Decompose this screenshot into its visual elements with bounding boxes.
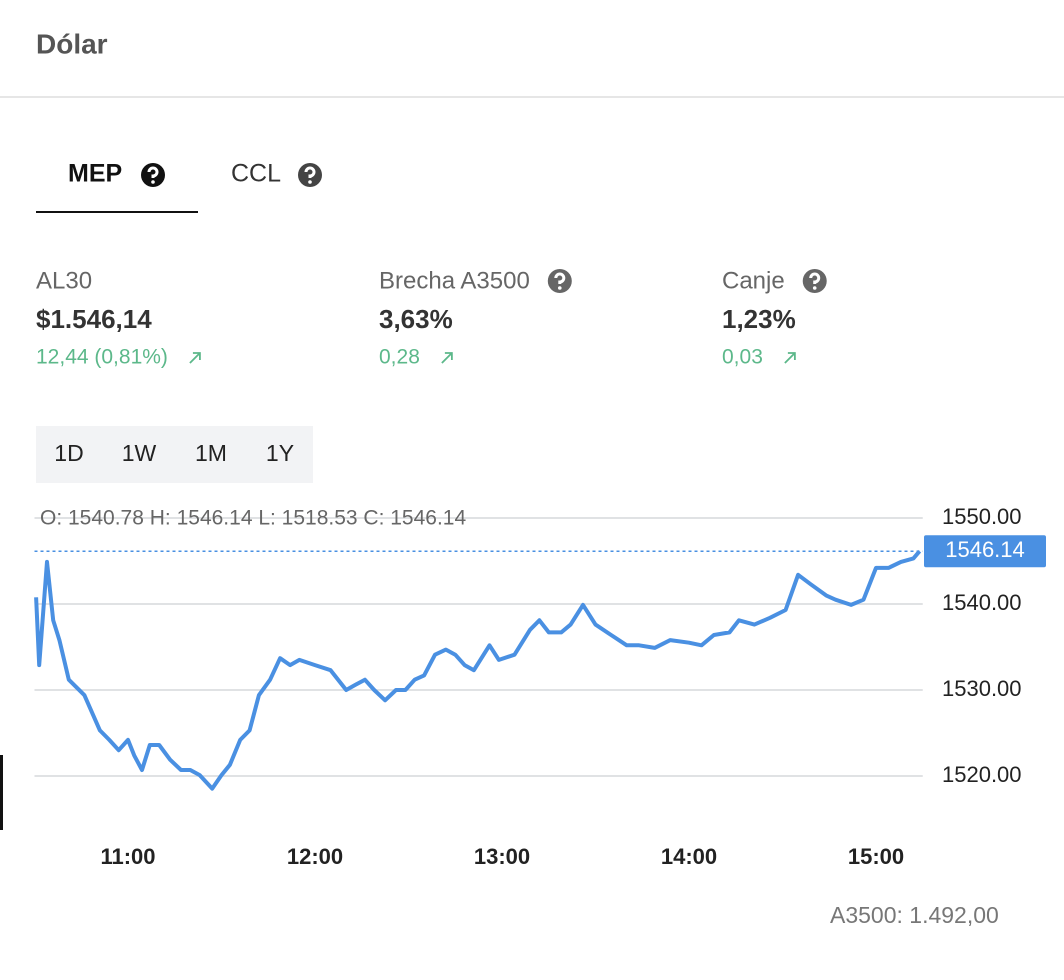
stat-change: 0,28 <box>379 346 420 369</box>
help-dot <box>151 180 155 184</box>
range-button[interactable]: 1W <box>122 440 157 466</box>
help-glyph <box>304 166 316 178</box>
stat-value: 1,23% <box>722 304 796 334</box>
x-tick-label: 13:00 <box>474 844 530 869</box>
range-button[interactable]: 1M <box>195 440 227 466</box>
x-tick-label: 14:00 <box>661 844 717 869</box>
stat-value: 3,63% <box>379 304 453 334</box>
stat-change: 12,44 (0,81%) <box>36 346 168 369</box>
range-button[interactable]: 1D <box>54 440 83 466</box>
help-glyph <box>809 272 821 284</box>
last-price-badge <box>924 535 1046 568</box>
tab[interactable]: MEP <box>68 160 122 188</box>
tab[interactable]: CCL <box>231 160 281 188</box>
y-tick-label: 1550.00 <box>942 504 1022 529</box>
help-dot <box>557 286 562 290</box>
range-bar <box>36 426 313 483</box>
y-tick-label: 1540.00 <box>942 590 1022 615</box>
header-title: Dólar <box>36 28 108 59</box>
help-glyph <box>147 166 159 178</box>
trend-arrow <box>784 352 796 364</box>
trend-arrow <box>189 352 201 364</box>
help-glyph <box>554 272 566 284</box>
help-dot <box>308 180 312 184</box>
y-tick-label: 1520.00 <box>942 762 1022 787</box>
x-tick-label: 12:00 <box>287 844 343 869</box>
x-tick-label: 11:00 <box>100 844 155 869</box>
footer: A3500: 1.492,00 <box>830 902 999 928</box>
stat-label: AL30 <box>36 267 92 294</box>
stat-label: Canje <box>722 267 785 294</box>
last-price-label: 1546.14 <box>945 537 1025 562</box>
edge-marker <box>0 755 3 830</box>
price-line <box>34 549 922 791</box>
stat-change: 0,03 <box>722 346 763 369</box>
range-button[interactable]: 1Y <box>266 440 294 466</box>
ohlc-label: O: 1540.78 H: 1546.14 L: 1518.53 C: 1546… <box>40 507 466 530</box>
stat-label: Brecha A3500 <box>379 267 530 294</box>
help-dot <box>812 286 817 290</box>
stat-value: $1.546,14 <box>36 304 152 334</box>
trend-arrow <box>441 352 453 364</box>
x-tick-label: 15:00 <box>848 844 904 869</box>
y-tick-label: 1530.00 <box>942 676 1022 701</box>
